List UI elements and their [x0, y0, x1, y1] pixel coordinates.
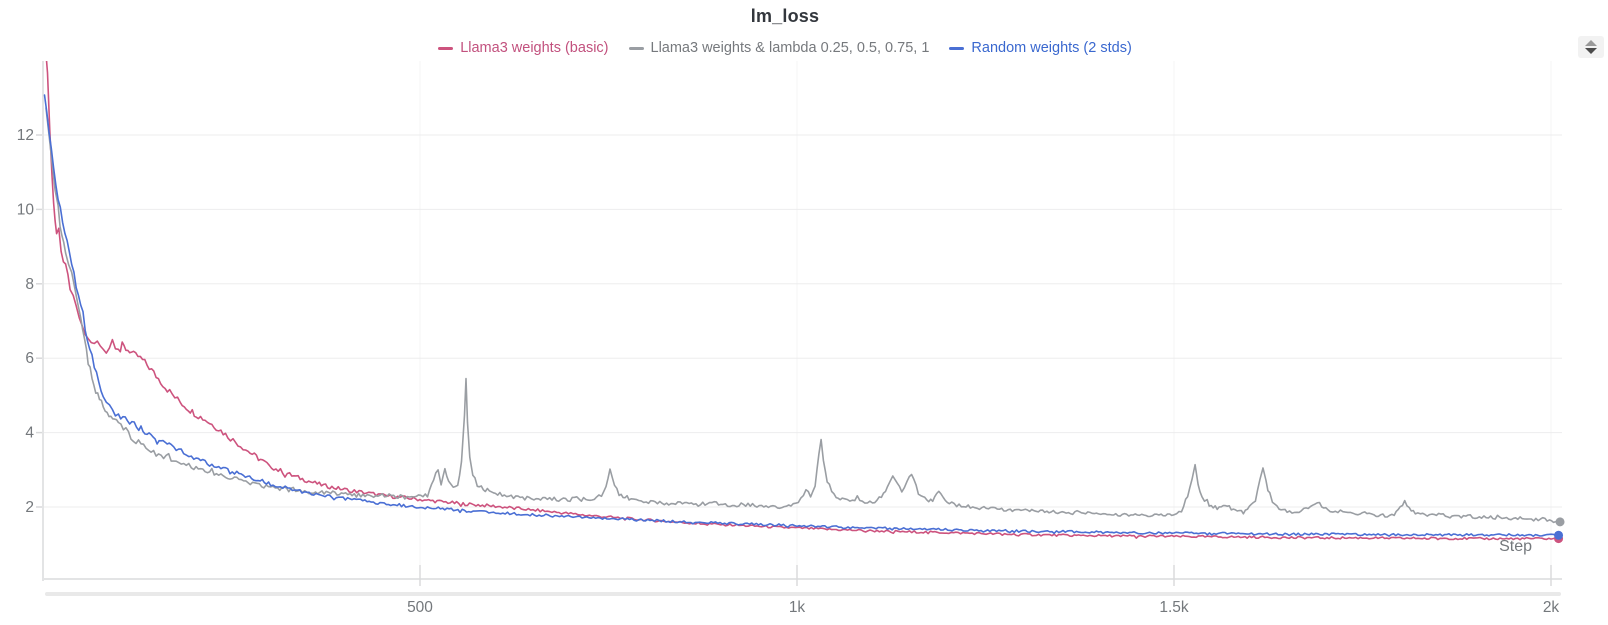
legend-line-swatch [949, 46, 965, 50]
x-tick-label: 2k [1543, 599, 1560, 616]
y-tick-label: 2 [25, 499, 34, 516]
series-line-1 [45, 107, 1561, 524]
chart-title: lm_loss [750, 6, 820, 26]
series-endpoint-1 [1555, 517, 1565, 527]
series-endpoint-2 [1554, 530, 1564, 540]
legend-item-random-weights[interactable]: Random weights (2 stds) [949, 40, 1132, 56]
horizontal-scrollbar[interactable] [45, 592, 1561, 596]
legend-line-swatch [438, 46, 454, 50]
legend-item-llama3-lambda[interactable]: Llama3 weights & lambda 0.25, 0.5, 0.75,… [628, 40, 930, 56]
legend-item-llama3-basic[interactable]: Llama3 weights (basic) [438, 40, 609, 56]
legend-label: Random weights (2 stds) [971, 40, 1132, 56]
legend-label: Llama3 weights (basic) [460, 40, 609, 56]
y-tick-label: 12 [17, 127, 34, 144]
legend-label: Llama3 weights & lambda 0.25, 0.5, 0.75,… [650, 40, 930, 56]
y-tick-label: 4 [25, 425, 34, 442]
chevron-up-icon [1585, 40, 1597, 46]
x-tick-label: 1.5k [1159, 599, 1189, 616]
chart-legend: Llama3 weights (basic) Llama3 weights & … [0, 38, 1570, 58]
x-tick-label: 1k [789, 599, 806, 616]
y-tick-label: 10 [17, 201, 35, 218]
y-tick-label: 6 [25, 350, 34, 367]
x-axis-title: Step [1499, 538, 1532, 555]
y-tick-label: 8 [25, 276, 34, 293]
chevron-down-icon [1585, 48, 1597, 54]
series-line-0 [45, 61, 1560, 541]
panel-stepper-control[interactable] [1578, 36, 1604, 58]
legend-line-swatch [628, 46, 644, 50]
x-tick-label: 500 [407, 599, 433, 616]
series-line-2 [43, 94, 1560, 538]
